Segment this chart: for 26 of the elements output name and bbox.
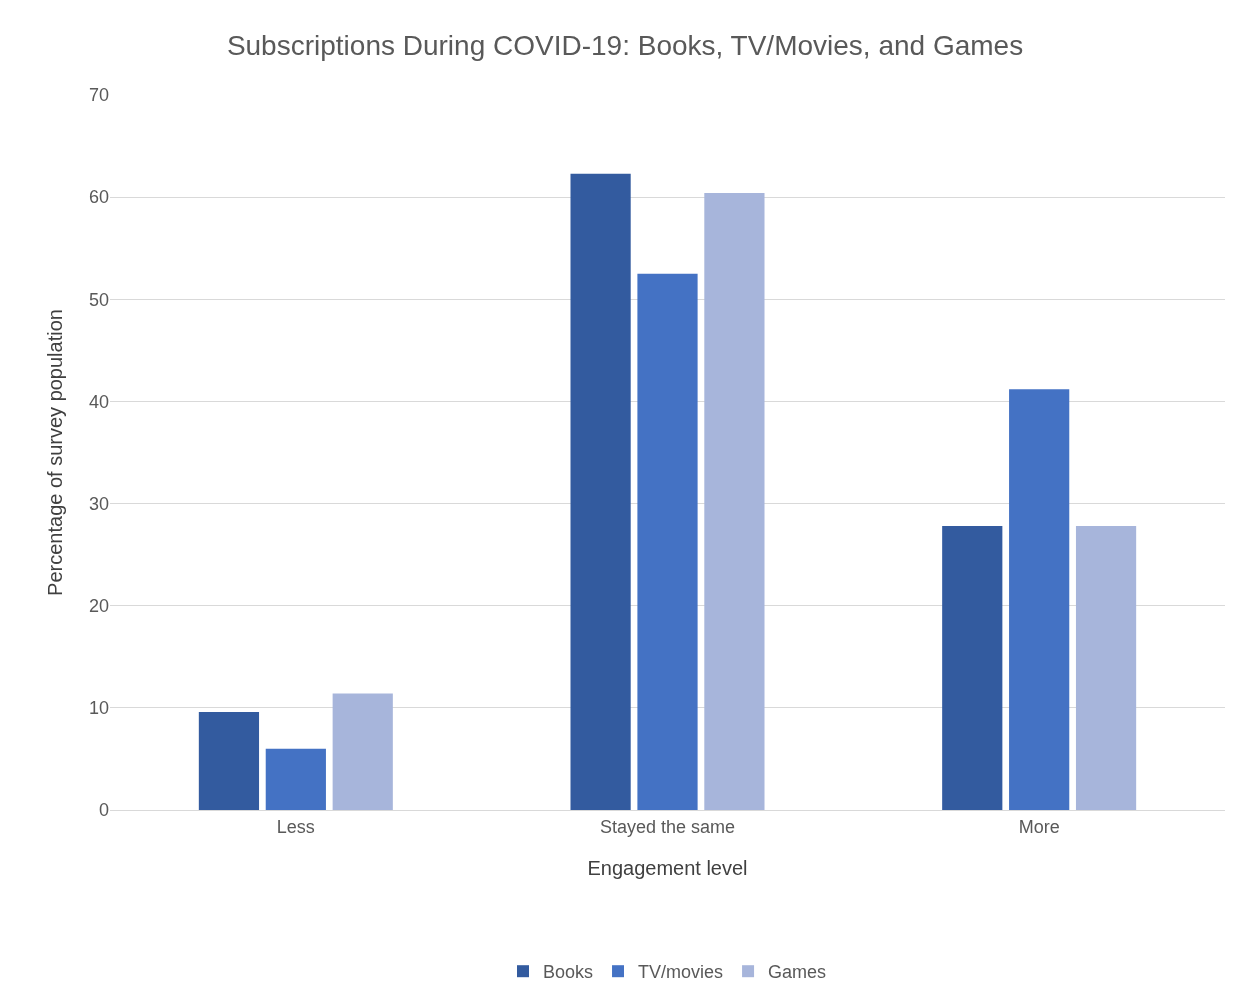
y-tick-label: 70 xyxy=(88,85,109,106)
bar xyxy=(704,193,765,810)
bar xyxy=(332,693,393,810)
y-tick-label: 10 xyxy=(88,698,109,719)
y-tick-label: 0 xyxy=(98,800,109,821)
chart-title: Subscriptions During COVID-19: Books, TV/Movies, and Games xyxy=(226,29,1024,61)
legend-label: Games xyxy=(768,962,827,983)
y-tick-label: 30 xyxy=(88,493,109,514)
bar xyxy=(198,711,260,810)
y-tick-label: 20 xyxy=(88,596,109,617)
bar xyxy=(942,526,1003,810)
y-axis-title: Percentage of survey population xyxy=(44,309,67,596)
x-axis-title: Engagement level xyxy=(587,857,748,880)
bar xyxy=(1009,389,1070,810)
bar xyxy=(637,273,698,810)
x-tick-label: More xyxy=(1018,816,1060,837)
y-tick-label: 50 xyxy=(88,289,109,310)
x-tick-label: Less xyxy=(276,816,315,837)
bar xyxy=(265,748,326,810)
x-tick-label: Stayed the same xyxy=(599,816,736,837)
legend-label: Books xyxy=(543,962,594,983)
y-tick-label: 40 xyxy=(88,391,109,412)
y-tick-label: 60 xyxy=(88,187,109,208)
bar xyxy=(570,173,631,810)
bar xyxy=(1075,526,1137,810)
legend-label: TV/movies xyxy=(638,962,724,983)
